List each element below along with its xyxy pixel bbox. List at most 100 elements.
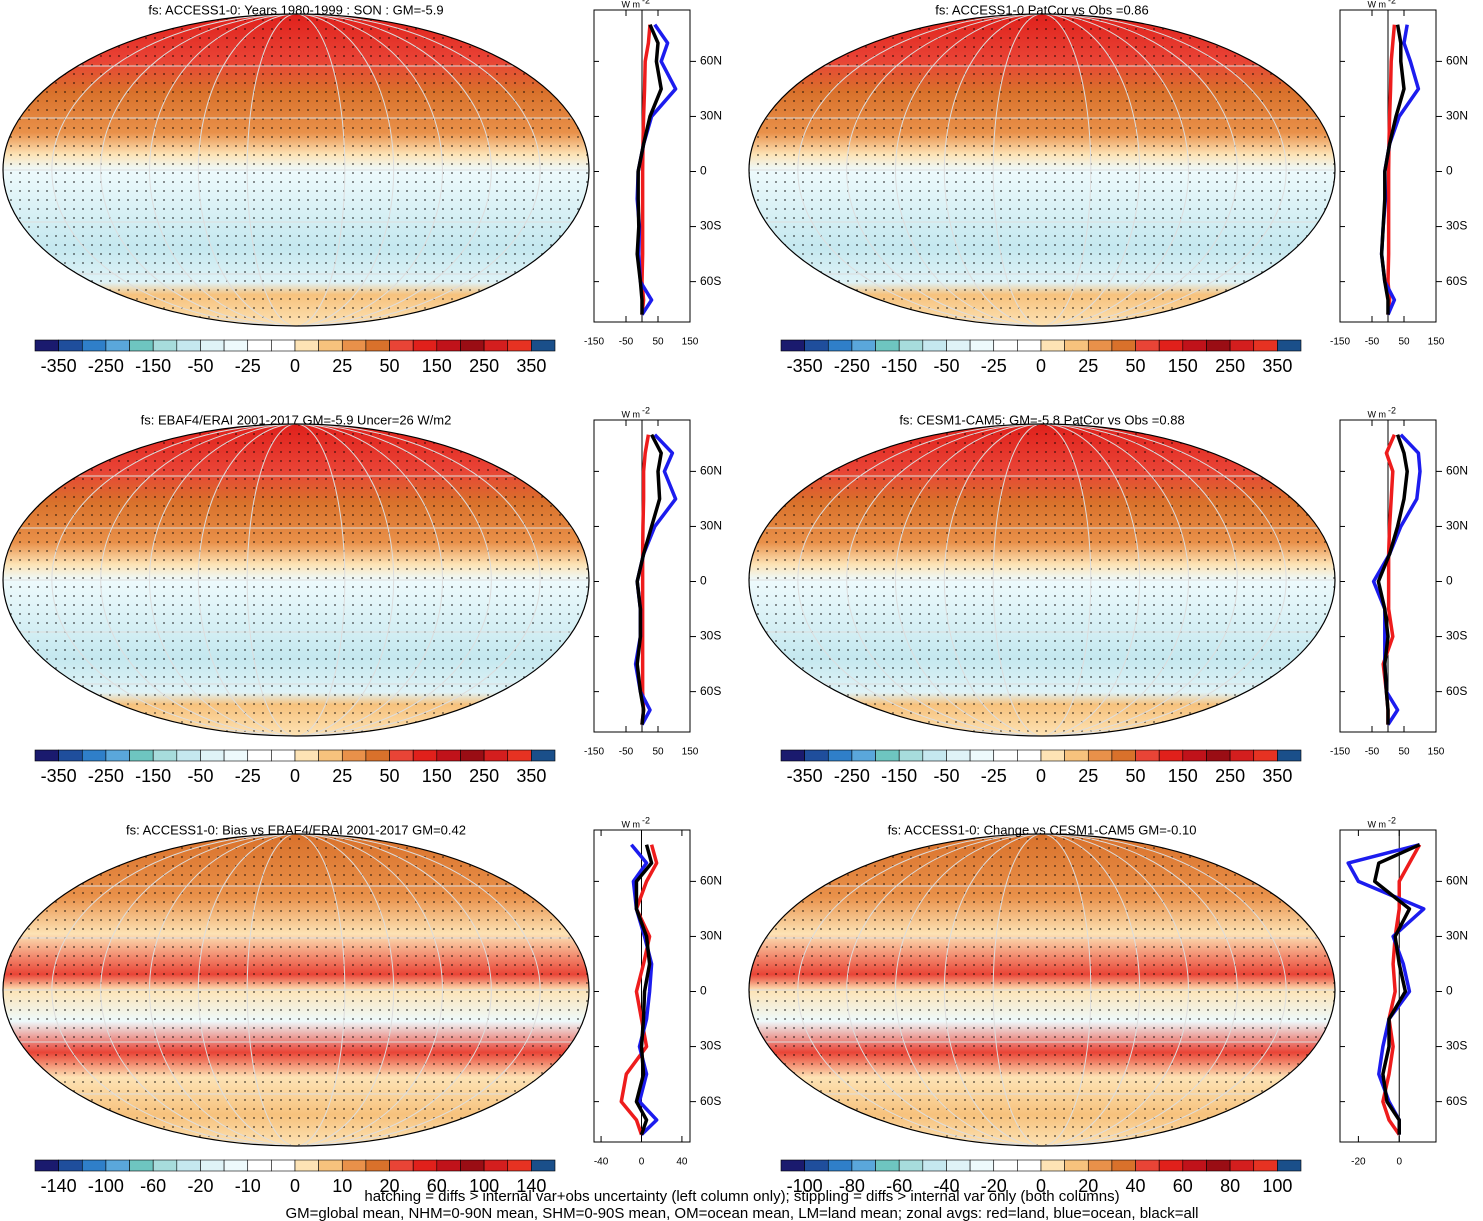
colorbar-box [34,339,59,352]
colorbar-box [922,749,947,762]
colorbar-label: 10 [332,1176,352,1196]
colorbar-box [1277,1159,1302,1172]
colorbar-box [341,339,367,352]
colorbar-box [804,1159,829,1172]
y-tick-label: 60S [1446,684,1467,698]
unit-label: -2 [642,405,650,415]
footer-note: GM=global mean, NHM=0-90N mean, SHM=0-90… [285,1205,1198,1221]
y-tick-label: 30S [700,629,721,643]
y-tick-label: 60S [700,684,721,698]
colorbar-box [152,339,178,352]
y-tick-label: 60N [1446,54,1468,68]
x-tick-label: -20 [1351,1157,1366,1168]
colorbar-box [318,749,343,762]
colorbar-box [176,1159,201,1172]
colorbar-label: -80 [839,1176,865,1196]
colorbar-box [1064,339,1089,352]
y-tick-label: 60N [1446,464,1468,478]
x-tick-label: 50 [652,337,664,348]
colorbar-box [271,339,296,352]
colorbar-label: 60 [1173,1176,1193,1196]
unit-label: -2 [1388,405,1396,415]
colorbar-box [223,1159,249,1172]
colorbar-box [875,1159,900,1172]
colorbar-label: 0 [1036,356,1046,376]
colorbar-label: 0 [1036,766,1046,786]
colorbar-box [58,1159,83,1172]
colorbar-label: -50 [187,766,213,786]
colorbar-label: -50 [933,356,959,376]
unit-label: -2 [1388,0,1396,5]
map-outline [748,423,1336,737]
colorbar-box [531,339,556,352]
colorbar-box [1087,339,1113,352]
unit-label: W m [622,819,641,829]
colorbar-box [200,1159,225,1172]
colorbar-label: 50 [1126,766,1146,786]
colorbar-box [1253,749,1278,762]
colorbar-box [827,339,853,352]
colorbar-box [129,339,154,352]
colorbar-label: 150 [1168,356,1198,376]
colorbar-label: -150 [135,356,171,376]
y-tick-label: 30N [700,519,722,533]
colorbar-label: -100 [88,1176,124,1196]
colorbar-box [200,749,225,762]
colorbar-box [1135,1159,1160,1172]
colorbar-label: -250 [834,766,870,786]
colorbar-box [436,339,461,352]
colorbar-box [1017,339,1042,352]
colorbar-label: 150 [422,356,452,376]
y-tick-label: 30N [1446,929,1468,943]
colorbar-label: -40 [933,1176,959,1196]
colorbar-label: 140 [516,1176,546,1196]
colorbar-box [412,749,438,762]
colorbar-box [223,339,249,352]
colorbar-box [389,339,414,352]
colorbar-box [1111,339,1136,352]
colorbar-box [1064,1159,1089,1172]
colorbar-box [223,749,249,762]
colorbar-box [105,1159,130,1172]
colorbar-box [34,1159,59,1172]
colorbar-box [1206,749,1231,762]
colorbar-box [341,1159,367,1172]
colorbar-box [271,1159,296,1172]
colorbar-box [389,749,414,762]
colorbar-label: -350 [41,766,77,786]
unit-label: -2 [642,815,650,825]
colorbar-box [460,749,485,762]
colorbar-label: -60 [886,1176,912,1196]
x-tick-label: -150 [584,337,604,348]
colorbar-box [81,1159,107,1172]
colorbar-label: 0 [290,1176,300,1196]
colorbar-label: 150 [422,766,452,786]
colorbar-box [1253,1159,1278,1172]
colorbar-box [1182,1159,1207,1172]
map-outline [2,833,590,1147]
colorbar-box [969,749,995,762]
zonal-mean-line [634,844,654,1136]
colorbar-box [412,339,438,352]
colorbar-box [460,339,485,352]
colorbar-box [341,749,367,762]
zonal-mean-line [1379,24,1406,315]
x-tick-label: 150 [1428,747,1445,758]
colorbar-label: 50 [1126,356,1146,376]
zonal-mean-line [640,24,652,315]
panel-title: fs: ACCESS1-0 PatCor vs Obs =0.86 [935,2,1149,17]
y-tick-label: 0 [1446,574,1453,588]
colorbar-label: 0 [290,766,300,786]
colorbar-box [1229,1159,1255,1172]
map-outline [2,423,590,737]
colorbar-box [105,749,130,762]
y-tick-label: 60S [1446,1094,1467,1108]
colorbar-box [483,339,509,352]
colorbar-box [875,749,900,762]
y-tick-label: 30S [1446,1039,1467,1053]
zonal-mean-line [635,23,663,315]
y-tick-label: 30N [1446,519,1468,533]
colorbar-box [247,749,272,762]
colorbar-label: -350 [787,356,823,376]
colorbar-box [81,749,107,762]
